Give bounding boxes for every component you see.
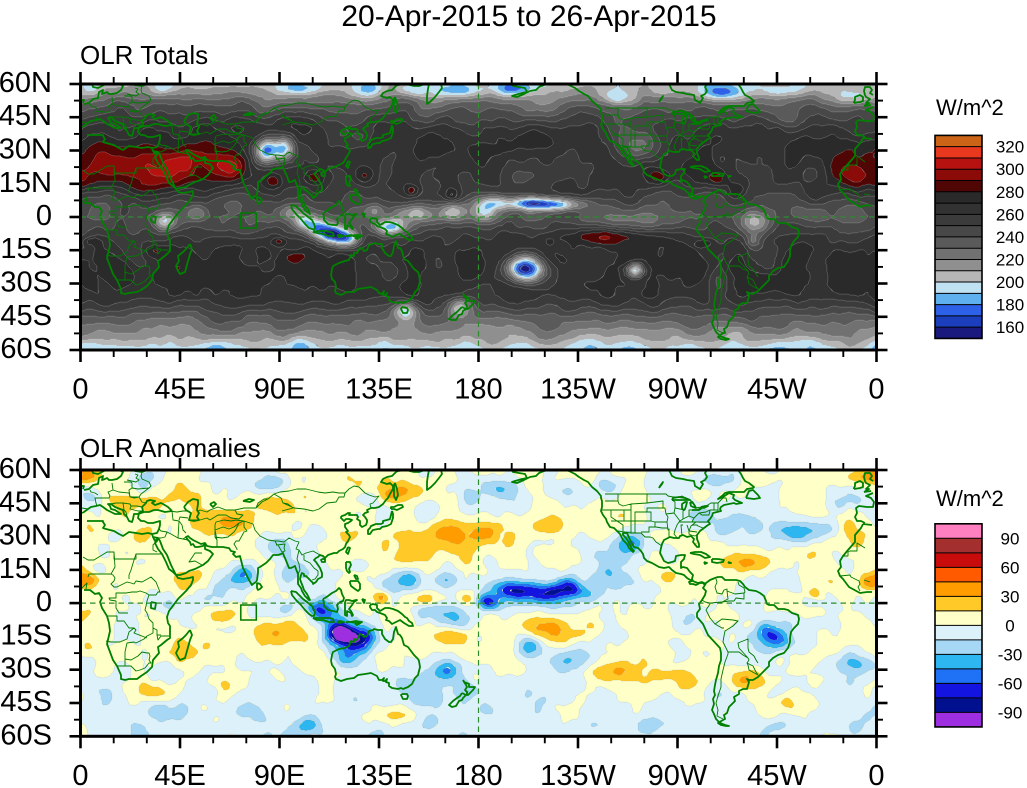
svg-text:135W: 135W [540,760,616,788]
svg-text:15N: 15N [0,167,52,199]
svg-text:30S: 30S [0,653,52,685]
svg-text:45N: 45N [0,486,52,518]
svg-text:30: 30 [1001,587,1020,606]
svg-text:0: 0 [72,760,88,788]
svg-text:135E: 135E [345,760,413,788]
svg-text:320: 320 [996,138,1024,157]
svg-text:30S: 30S [0,267,52,299]
svg-text:OLR Totals: OLR Totals [80,40,208,70]
svg-text:-30: -30 [998,645,1023,664]
svg-text:90E: 90E [254,374,306,406]
svg-text:0: 0 [36,200,52,232]
svg-text:45E: 45E [154,760,206,788]
svg-text:300: 300 [996,160,1024,179]
svg-text:45W: 45W [747,374,807,406]
svg-text:-60: -60 [998,674,1023,693]
svg-text:160: 160 [996,318,1024,337]
svg-text:45N: 45N [0,100,52,132]
svg-text:20-Apr-2015 to 26-Apr-2015: 20-Apr-2015 to 26-Apr-2015 [341,0,716,33]
svg-text:0: 0 [36,586,52,618]
svg-text:180: 180 [454,760,502,788]
svg-text:15S: 15S [0,619,52,651]
svg-text:0: 0 [868,374,884,406]
svg-text:135E: 135E [345,374,413,406]
svg-text:180: 180 [996,296,1024,315]
svg-text:220: 220 [996,251,1024,270]
svg-text:180: 180 [454,374,502,406]
svg-text:0: 0 [868,760,884,788]
svg-text:OLR Anomalies: OLR Anomalies [80,433,261,463]
svg-text:-90: -90 [998,703,1023,722]
svg-text:60S: 60S [0,719,52,751]
svg-text:60N: 60N [0,453,52,485]
svg-text:135W: 135W [540,374,616,406]
svg-text:W/m^2: W/m^2 [936,486,1004,511]
svg-text:15S: 15S [0,233,52,265]
svg-text:15N: 15N [0,553,52,585]
svg-text:0: 0 [1005,616,1014,635]
svg-text:45W: 45W [747,760,807,788]
svg-text:45S: 45S [0,686,52,718]
svg-text:200: 200 [996,273,1024,292]
svg-text:60S: 60S [0,333,52,365]
svg-text:280: 280 [996,183,1024,202]
svg-text:260: 260 [996,205,1024,224]
svg-text:45E: 45E [154,374,206,406]
svg-text:60N: 60N [0,67,52,99]
svg-text:90W: 90W [648,374,708,406]
svg-text:90E: 90E [254,760,306,788]
svg-text:30N: 30N [0,520,52,552]
svg-text:240: 240 [996,228,1024,247]
svg-text:90W: 90W [648,760,708,788]
svg-text:0: 0 [72,374,88,406]
svg-text:90: 90 [1001,529,1020,548]
svg-text:60: 60 [1001,558,1020,577]
svg-text:30N: 30N [0,134,52,166]
svg-text:45S: 45S [0,300,52,332]
svg-text:W/m^2: W/m^2 [936,95,1004,120]
